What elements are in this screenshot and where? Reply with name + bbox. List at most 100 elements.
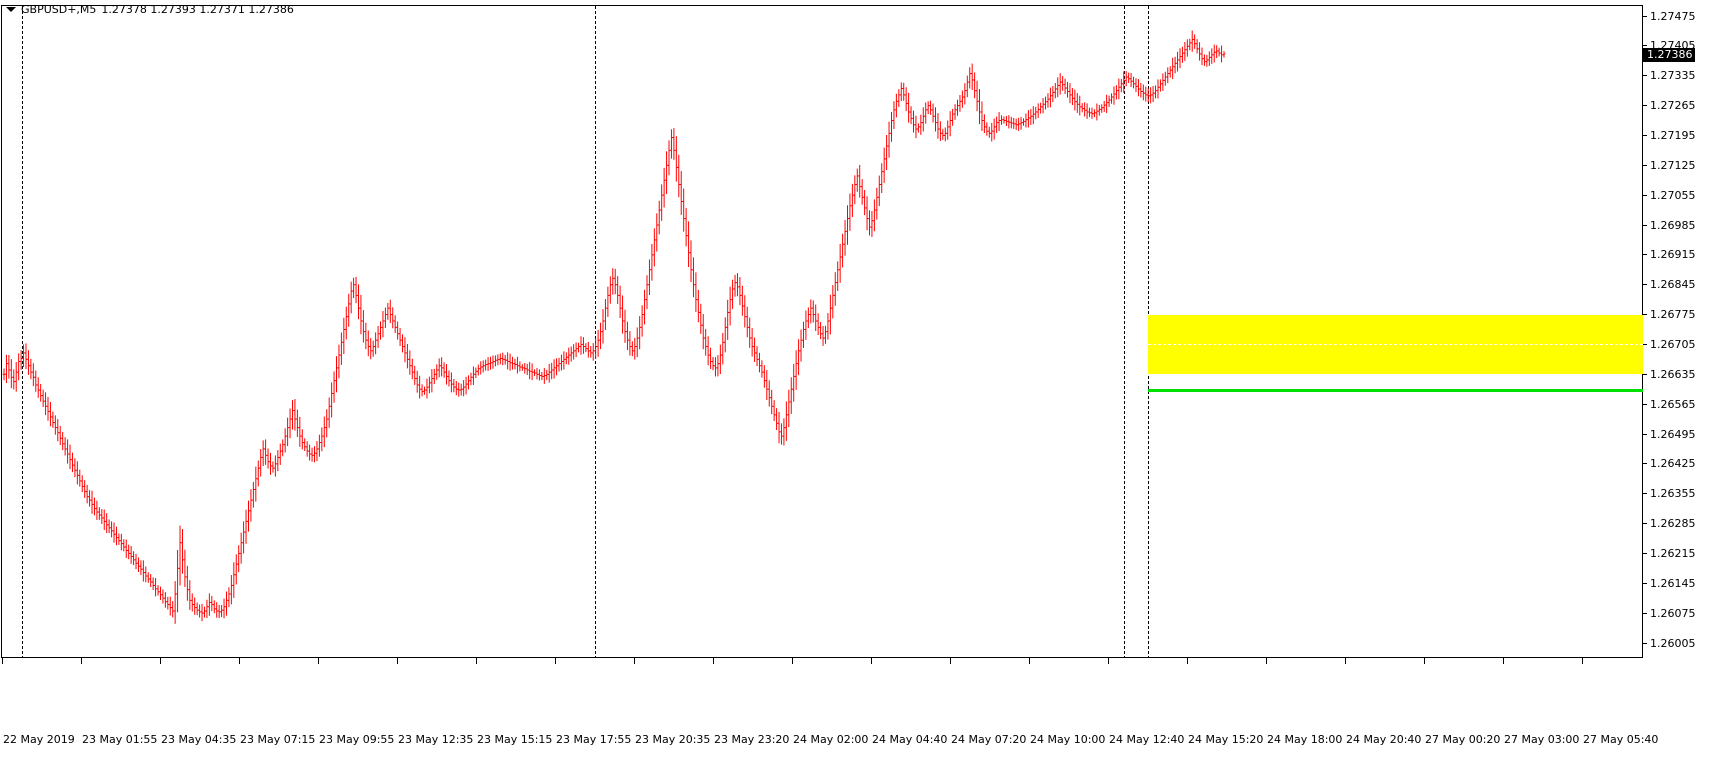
time-tick [1187,658,1188,664]
time-tick [160,658,161,664]
triangle-down-icon[interactable] [6,6,16,12]
ohlc-values: 1.27378 1.27393 1.27371 1.27386 [101,2,294,16]
tick-dash-icon [1643,343,1647,345]
price-tick-label: 1.26145 [1650,576,1696,590]
price-tick: 1.26495 [1643,428,1696,441]
tick-dash-icon [1643,403,1647,405]
time-tick-label: 23 May 12:35 [398,733,474,746]
time-tick [1582,658,1583,664]
tick-dash-icon [1643,134,1647,136]
time-tick-label: 22 May 2019 [3,733,75,746]
tick-dash-icon [1643,373,1647,375]
price-tick-label: 1.26705 [1650,337,1696,351]
price-tick: 1.26285 [1643,517,1696,530]
tick-dash-icon [1643,45,1647,47]
time-tick-label: 24 May 12:40 [1109,733,1185,746]
tick-dash-icon [1643,552,1647,554]
time-tick-label: 23 May 04:35 [161,733,237,746]
tick-dash-icon [1643,284,1647,286]
price-tick: 1.27475 [1643,10,1696,23]
price-tick-label: 1.26775 [1650,308,1696,322]
price-tick: 1.26075 [1643,607,1696,620]
price-tick: 1.27195 [1643,129,1696,142]
time-tick [871,658,872,664]
tick-dash-icon [1643,612,1647,614]
time-tick [239,658,240,664]
time-tick [1029,658,1030,664]
time-tick [950,658,951,664]
price-tick: 1.27265 [1643,99,1696,112]
time-tick-label: 23 May 23:20 [714,733,790,746]
price-tick: 1.26845 [1643,278,1696,291]
price-tick-label: 1.27195 [1650,128,1696,142]
time-tick [634,658,635,664]
time-tick-label: 27 May 03:00 [1504,733,1580,746]
time-tick [81,658,82,664]
time-tick [397,658,398,664]
time-tick-label: 27 May 00:20 [1425,733,1501,746]
time-tick-label: 24 May 07:20 [951,733,1027,746]
current-price-marker: 1.27386 [1643,47,1695,62]
price-tick: 1.27125 [1643,159,1696,172]
time-tick-label: 23 May 01:55 [82,733,158,746]
price-tick-label: 1.26565 [1650,397,1696,411]
time-tick-label: 23 May 20:35 [635,733,711,746]
price-bar-series [2,30,1226,624]
tick-dash-icon [1643,164,1647,166]
time-tick-label: 23 May 15:15 [477,733,553,746]
time-tick [476,658,477,664]
time-tick [1266,658,1267,664]
time-tick [1108,658,1109,664]
price-tick: 1.26005 [1643,637,1696,650]
price-tick: 1.27405 [1643,39,1696,52]
price-tick: 1.26705 [1643,338,1696,351]
time-tick-label: 24 May 04:40 [872,733,948,746]
tick-dash-icon [1643,105,1647,107]
price-tick: 1.26565 [1643,398,1696,411]
day-separator-line [595,6,596,659]
time-tick [1345,658,1346,664]
time-tick [1424,658,1425,664]
tick-dash-icon [1643,254,1647,256]
price-tick: 1.27055 [1643,189,1696,202]
tick-dash-icon [1643,523,1647,525]
day-separator-line [1124,6,1125,659]
price-tick-label: 1.26495 [1650,427,1696,441]
time-tick-label: 27 May 05:40 [1583,733,1659,746]
time-tick [713,658,714,664]
price-tick-label: 1.26985 [1650,218,1696,232]
price-tick-label: 1.27125 [1650,158,1696,172]
price-tick: 1.26635 [1643,368,1696,381]
tick-dash-icon [1643,493,1647,495]
price-tick: 1.26145 [1643,577,1696,590]
price-tick: 1.26425 [1643,457,1696,470]
price-tick: 1.26355 [1643,487,1696,500]
time-tick [792,658,793,664]
time-tick-label: 23 May 09:55 [319,733,395,746]
tick-dash-icon [1643,15,1647,17]
price-tick-label: 1.27055 [1650,188,1696,202]
tick-dash-icon [1643,314,1647,316]
support-level-line[interactable] [1148,389,1643,393]
price-tick-label: 1.26285 [1650,517,1696,531]
price-tick-label: 1.26845 [1650,278,1696,292]
price-tick-label: 1.26215 [1650,546,1696,560]
tick-dash-icon [1643,642,1647,644]
price-tick-label: 1.26355 [1650,487,1696,501]
price-tick-label: 1.26425 [1650,457,1696,471]
time-tick-label: 24 May 18:00 [1267,733,1343,746]
price-tick-label: 1.27475 [1650,9,1696,23]
tick-dash-icon [1643,224,1647,226]
symbol-label: GBPUSD+,M5 [21,2,97,16]
price-tick: 1.26985 [1643,219,1696,232]
tick-dash-icon [1643,433,1647,435]
time-tick-label: 24 May 15:20 [1188,733,1264,746]
supply-zone-rectangle[interactable] [1148,314,1643,375]
price-scale[interactable]: 1.27386 1.27475 1.27405 1.27335 1.27265 1.27… [1643,0,1729,760]
time-scale[interactable]: 22 May 2019 23 May 01:55 23 May 04:35 23 Ma… [0,658,1658,760]
price-tick-label: 1.26635 [1650,367,1696,381]
time-tick [555,658,556,664]
tick-dash-icon [1643,75,1647,77]
price-tick: 1.26215 [1643,547,1696,560]
tick-dash-icon [1643,463,1647,465]
